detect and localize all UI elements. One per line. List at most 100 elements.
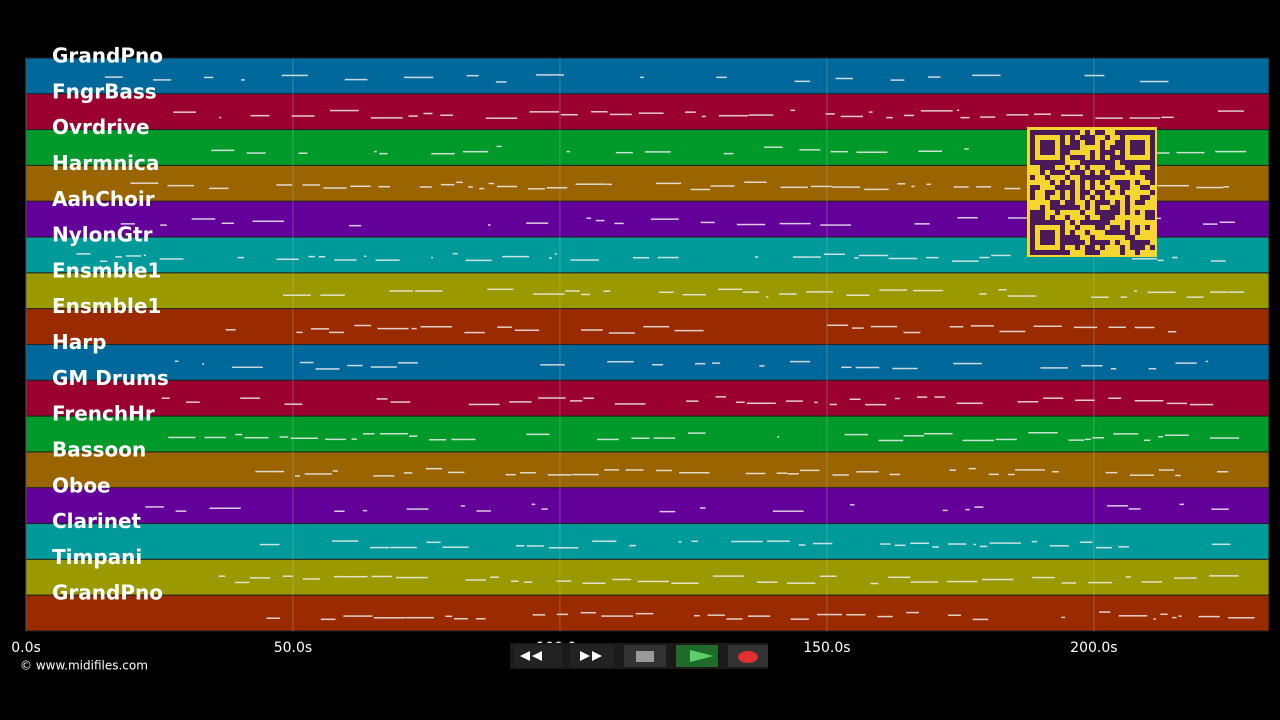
note (311, 328, 330, 330)
note (1172, 616, 1177, 619)
note (370, 117, 403, 119)
note (428, 438, 447, 441)
stop-button[interactable] (624, 645, 666, 667)
note (526, 545, 544, 547)
note (342, 575, 368, 578)
track-band (25, 487, 1270, 525)
note (897, 183, 906, 185)
note (799, 149, 821, 151)
note (406, 508, 429, 510)
record-button[interactable] (728, 645, 768, 667)
note (145, 506, 164, 508)
note (601, 615, 634, 617)
note (763, 146, 783, 148)
note (701, 115, 706, 118)
note (209, 187, 229, 190)
note (283, 294, 311, 296)
note (556, 580, 572, 582)
note (371, 575, 392, 578)
track-label: Timpani (52, 545, 142, 569)
note (1134, 399, 1164, 402)
note (715, 396, 726, 398)
note (1043, 397, 1064, 399)
note (115, 256, 123, 258)
note (333, 575, 342, 578)
note (1015, 469, 1045, 471)
note (903, 435, 924, 437)
note (1068, 439, 1084, 441)
note (1110, 367, 1117, 370)
note (819, 575, 837, 577)
note (1113, 433, 1139, 435)
note (841, 366, 852, 369)
note (918, 150, 943, 152)
note (674, 329, 704, 332)
note (659, 510, 676, 513)
note (505, 473, 516, 476)
note (1040, 367, 1068, 369)
note (1219, 221, 1235, 224)
note (965, 508, 970, 511)
note (290, 437, 319, 439)
note (864, 188, 889, 191)
note (746, 402, 776, 405)
note (906, 611, 919, 614)
note (1125, 576, 1131, 578)
note (832, 474, 849, 476)
note (347, 364, 363, 367)
note (998, 289, 1007, 291)
note (234, 581, 250, 584)
note (927, 76, 941, 78)
note (1196, 186, 1224, 189)
note (988, 473, 999, 476)
note (495, 81, 507, 83)
note (1227, 291, 1245, 293)
note (856, 151, 888, 153)
note (580, 329, 603, 331)
note (1141, 581, 1163, 583)
note (1108, 397, 1122, 399)
note (825, 113, 835, 115)
note (962, 439, 994, 442)
note (632, 256, 650, 259)
note (637, 580, 669, 583)
note (174, 360, 179, 363)
note (1006, 114, 1029, 116)
note (219, 116, 222, 119)
note (748, 114, 774, 116)
note (1134, 290, 1138, 292)
note (948, 614, 961, 616)
note (299, 361, 314, 364)
note (440, 183, 455, 186)
note (203, 76, 214, 79)
note (379, 432, 408, 435)
note (419, 186, 432, 188)
note (476, 510, 491, 512)
note (465, 259, 492, 262)
forward-button[interactable] (570, 645, 614, 667)
note (820, 224, 852, 226)
note (1061, 114, 1084, 117)
note (509, 401, 532, 403)
note (425, 467, 443, 470)
note (334, 259, 357, 261)
note (302, 184, 321, 186)
note (980, 116, 996, 118)
note (742, 291, 760, 293)
note (949, 469, 956, 471)
note (1211, 508, 1229, 510)
note (252, 220, 285, 223)
note (370, 366, 397, 368)
note (556, 613, 568, 616)
note (947, 543, 967, 545)
note (565, 290, 580, 292)
note (540, 364, 565, 366)
note (790, 618, 809, 620)
play-button[interactable] (676, 645, 718, 667)
note (548, 257, 552, 259)
note (700, 507, 706, 509)
note (1223, 186, 1229, 188)
note (789, 360, 811, 363)
note (772, 510, 804, 512)
rewind-button[interactable] (514, 645, 562, 667)
